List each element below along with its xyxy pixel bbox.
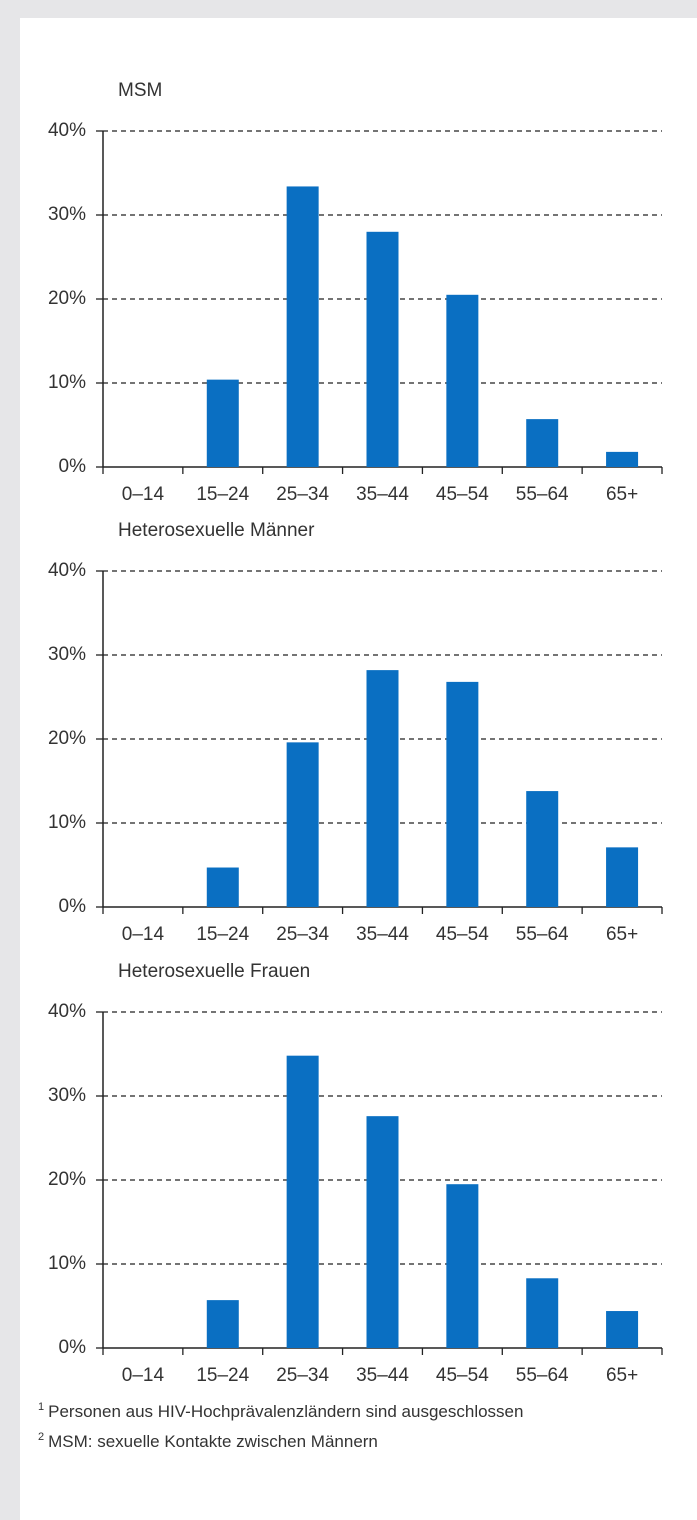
- bar: [606, 847, 639, 907]
- x-tick-label: 25–34: [276, 484, 329, 505]
- y-tick-label: 0%: [59, 456, 87, 477]
- x-tick-label: 35–44: [356, 1365, 409, 1386]
- x-tick-label: 15–24: [196, 484, 249, 505]
- chart-title: Heterosexuelle Frauen: [118, 961, 310, 982]
- y-tick-label: 10%: [48, 812, 86, 833]
- bar: [606, 1311, 639, 1348]
- panel-background: [20, 18, 697, 1520]
- bar: [446, 294, 479, 467]
- footnote: 1 Personen aus HIV-Hochprävalenzländern s…: [38, 1401, 523, 1422]
- bar: [206, 379, 239, 467]
- x-tick-label: 45–54: [436, 924, 489, 945]
- x-tick-label: 55–64: [516, 484, 569, 505]
- bar: [206, 867, 239, 907]
- y-tick-label: 20%: [48, 288, 86, 309]
- chart-title: Heterosexuelle Männer: [118, 520, 315, 541]
- y-tick-label: 40%: [48, 560, 86, 581]
- bar: [446, 1184, 479, 1348]
- y-tick-label: 10%: [48, 372, 86, 393]
- bar: [366, 670, 399, 907]
- x-tick-label: 0–14: [122, 1365, 165, 1386]
- bar: [366, 231, 399, 467]
- bar: [446, 681, 479, 907]
- y-tick-label: 0%: [59, 1337, 87, 1358]
- chart-title: MSM: [118, 80, 162, 101]
- bar: [606, 451, 639, 467]
- footnote-mark: 1: [38, 1401, 44, 1413]
- x-tick-label: 25–34: [276, 1365, 329, 1386]
- x-tick-label: 35–44: [356, 484, 409, 505]
- y-tick-label: 30%: [48, 204, 86, 225]
- x-tick-label: 45–54: [436, 484, 489, 505]
- x-tick-label: 25–34: [276, 924, 329, 945]
- x-tick-label: 45–54: [436, 1365, 489, 1386]
- x-tick-label: 65+: [606, 484, 638, 505]
- x-tick-label: 65+: [606, 924, 638, 945]
- x-tick-label: 15–24: [196, 924, 249, 945]
- y-tick-label: 30%: [48, 644, 86, 665]
- footnote-text: MSM: sexuelle Kontakte zwischen Männern: [48, 1432, 378, 1451]
- x-tick-label: 65+: [606, 1365, 638, 1386]
- x-tick-label: 55–64: [516, 1365, 569, 1386]
- y-tick-label: 10%: [48, 1253, 86, 1274]
- footnote: 2 MSM: sexuelle Kontakte zwischen Männern: [38, 1431, 378, 1452]
- y-tick-label: 20%: [48, 728, 86, 749]
- bar: [526, 419, 559, 467]
- x-tick-label: 55–64: [516, 924, 569, 945]
- y-tick-label: 0%: [59, 896, 87, 917]
- y-tick-label: 40%: [48, 1001, 86, 1022]
- footnote-text: Personen aus HIV-Hochprävalenzländern si…: [48, 1402, 523, 1421]
- y-tick-label: 30%: [48, 1085, 86, 1106]
- x-tick-label: 0–14: [122, 484, 165, 505]
- bar: [286, 186, 319, 467]
- bar: [286, 1055, 319, 1348]
- bar: [206, 1300, 239, 1348]
- bar: [366, 1116, 399, 1348]
- bar: [526, 1278, 559, 1348]
- bar: [286, 742, 319, 907]
- x-tick-label: 35–44: [356, 924, 409, 945]
- x-tick-label: 0–14: [122, 924, 165, 945]
- y-tick-label: 20%: [48, 1169, 86, 1190]
- bar: [526, 791, 559, 907]
- footnote-mark: 2: [38, 1431, 44, 1443]
- x-tick-label: 15–24: [196, 1365, 249, 1386]
- y-tick-label: 40%: [48, 120, 86, 141]
